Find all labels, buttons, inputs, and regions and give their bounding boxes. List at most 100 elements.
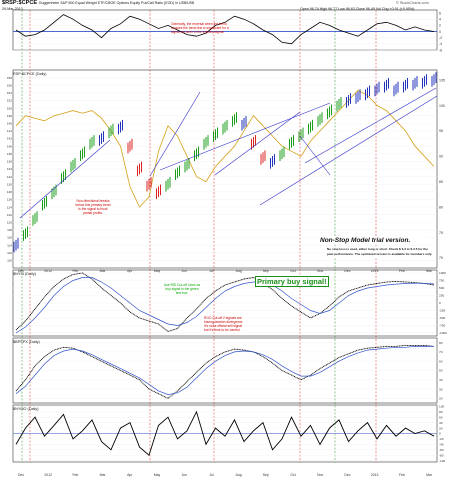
y-tick-label: -250 xyxy=(439,309,445,313)
x-tick-label: Feb xyxy=(72,473,78,477)
y-tick-label: 142 xyxy=(7,137,12,141)
chart-date: 29-Mar-2013 xyxy=(2,7,23,11)
y-tick-label: 105 xyxy=(439,78,445,82)
trend-line xyxy=(304,87,437,164)
series-line xyxy=(15,277,435,334)
y-tick-label: 146 xyxy=(7,122,12,126)
ticker-symbol: $RSP:$CPCE xyxy=(2,0,38,6)
x-tick-label: Feb xyxy=(72,269,78,273)
y-tick-label: 134 xyxy=(7,167,12,171)
y-tick-label: 40 xyxy=(439,378,443,382)
y-tick-label: 144 xyxy=(7,129,12,133)
nonstop-body: No stop loss is used, either long or sho… xyxy=(327,247,433,257)
series-line xyxy=(15,272,435,333)
primary-signal-label: Primary buy signal! xyxy=(255,276,329,287)
x-tick-label: Jun xyxy=(181,473,187,477)
trend-line xyxy=(259,95,438,206)
y-tick-label: 2 xyxy=(439,24,441,28)
y-tick-label: 150 xyxy=(7,106,12,110)
y-tick-label: 40 xyxy=(439,421,443,425)
ratio-line xyxy=(15,89,435,208)
y-tick-label: 80 xyxy=(439,410,443,414)
x-tick-label: May xyxy=(154,269,161,273)
y-tick-label: -1000 xyxy=(439,331,447,335)
x-tick-label: Sep xyxy=(263,473,269,477)
x-tick-label: 2012 xyxy=(44,269,52,273)
y-tick-label: 6 xyxy=(439,11,441,15)
y-tick-label: -100 xyxy=(439,459,445,463)
series-line xyxy=(15,410,435,456)
y-tick-label: 1000 xyxy=(439,271,446,275)
y-tick-label: 110 xyxy=(7,259,12,263)
y-tick-label: 124 xyxy=(7,205,12,209)
y-tick-label: 250 xyxy=(439,294,444,298)
y-tick-label: -6 xyxy=(439,48,442,52)
y-tick-label: 50 xyxy=(439,369,443,373)
x-tick-label: Jun xyxy=(181,269,187,273)
x-tick-label: Dec xyxy=(18,269,24,273)
y-tick-label: 128 xyxy=(7,190,12,194)
y-tick-label: 156 xyxy=(7,83,12,87)
series-line xyxy=(15,346,434,395)
series-line xyxy=(15,14,435,45)
top-note: Generally, the reversal when the trend c… xyxy=(171,22,229,35)
x-tick-label: Oct xyxy=(290,473,295,477)
x-tick-label: Dec xyxy=(18,473,24,477)
x-tick-label: Jul xyxy=(209,473,214,477)
nyc-panel-label: $NYSI (Daily) xyxy=(13,272,36,276)
x-tick-label: Mar xyxy=(426,269,433,273)
y-tick-label: -2 xyxy=(439,36,442,40)
y-tick-label: -4 xyxy=(439,42,442,46)
brand-watermark: © StockCharts.com xyxy=(396,1,429,5)
x-tick-label: Dec xyxy=(344,269,350,273)
y-tick-label: 100 xyxy=(439,405,444,409)
y-tick-label: 0 xyxy=(439,301,441,305)
y-tick-label: 136 xyxy=(7,160,12,164)
y-tick-label: 100 xyxy=(439,104,445,108)
y-tick-label: -60 xyxy=(439,448,444,452)
y-tick-label: 138 xyxy=(7,152,12,156)
x-tick-label: May xyxy=(154,473,161,477)
y-tick-label: 120 xyxy=(7,221,12,225)
y-tick-label: 20 xyxy=(439,397,443,401)
trend-line xyxy=(214,111,301,176)
x-tick-label: Apr xyxy=(127,473,133,477)
x-tick-label: 2012 xyxy=(44,473,52,477)
x-tick-label: Mar xyxy=(100,473,107,477)
x-tick-label: 2013 xyxy=(371,269,379,273)
y-tick-label: 158 xyxy=(7,76,12,80)
y-tick-label: 60 xyxy=(439,415,443,419)
left-note: Non-directional breaks below this primar… xyxy=(75,199,111,216)
y-tick-label: 75 xyxy=(439,231,443,235)
x-tick-label: Oct xyxy=(290,269,295,273)
y-tick-label: 70 xyxy=(439,350,443,354)
y-tick-label: 80 xyxy=(439,341,443,345)
x-tick-label: Aug xyxy=(236,473,242,477)
y-tick-label: 500 xyxy=(439,286,444,290)
y-tick-label: 20 xyxy=(439,426,443,430)
trend-line xyxy=(159,102,331,171)
y-tick-label: 70 xyxy=(439,256,443,260)
y-tick-label: 148 xyxy=(7,114,12,118)
x-tick-label: Mar xyxy=(426,473,433,477)
y-tick-label: -750 xyxy=(439,324,445,328)
nymo-panel-label: $NYMO (Daily) xyxy=(13,407,39,411)
y-tick-label: 95 xyxy=(439,129,443,133)
y-tick-label: 85 xyxy=(439,180,443,184)
y-tick-label: 116 xyxy=(7,236,12,240)
y-tick-label: 114 xyxy=(7,243,12,247)
y-tick-label: -80 xyxy=(439,453,444,457)
y-tick-label: 130 xyxy=(7,182,12,186)
y-tick-label: 112 xyxy=(7,251,12,255)
y-tick-label: 0 xyxy=(439,432,441,436)
bpspx-panel-label: $BPSPX (Daily) xyxy=(13,340,40,344)
x-tick-label: Feb xyxy=(399,473,405,477)
series-line xyxy=(15,344,435,399)
y-tick-label: -40 xyxy=(439,443,444,447)
green-note: Use RSI Cut-off Lines as buy signal in t… xyxy=(163,283,201,296)
y-tick-label: -500 xyxy=(439,316,445,320)
red-note: ROC Cut-off 2 signals are having bearish… xyxy=(204,316,244,333)
x-tick-label: Aug xyxy=(236,269,242,273)
y-tick-label: 30 xyxy=(439,387,443,391)
x-tick-label: Feb xyxy=(399,269,405,273)
